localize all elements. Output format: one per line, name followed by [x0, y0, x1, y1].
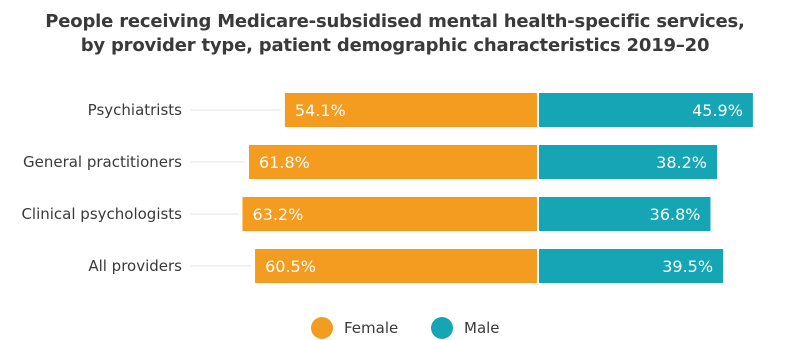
bar-female	[242, 197, 537, 231]
legend-label-female: Female	[344, 319, 398, 337]
bar-female-label: 63.2%	[252, 205, 303, 224]
bar-male	[539, 93, 753, 127]
bar-male-label: 38.2%	[656, 153, 707, 172]
bar-female	[284, 93, 537, 127]
bar-male-label: 39.5%	[662, 257, 713, 276]
legend-swatch-female	[311, 317, 333, 339]
category-label: All providers	[88, 257, 182, 275]
bar-female	[249, 145, 537, 179]
bar-male	[539, 145, 718, 179]
bar-female	[255, 249, 537, 283]
bar-male-label: 45.9%	[692, 101, 743, 120]
legend-swatch-male	[431, 317, 453, 339]
bar-male-label: 36.8%	[650, 205, 701, 224]
bar-female-label: 54.1%	[295, 101, 346, 120]
bar-male	[539, 197, 711, 231]
category-label: Clinical psychologists	[21, 205, 182, 223]
chart-title-line-1: People receiving Medicare-subsidised men…	[45, 11, 745, 32]
chart-title-line-2: by provider type, patient demographic ch…	[80, 35, 710, 56]
bar-male	[539, 249, 724, 283]
category-label: Psychiatrists	[88, 101, 182, 119]
legend-label-male: Male	[464, 319, 500, 337]
chart-title: People receiving Medicare-subsidised men…	[0, 10, 790, 58]
bar-female-label: 60.5%	[265, 257, 316, 276]
bar-female-label: 61.8%	[259, 153, 310, 172]
category-label: General practitioners	[23, 153, 182, 171]
